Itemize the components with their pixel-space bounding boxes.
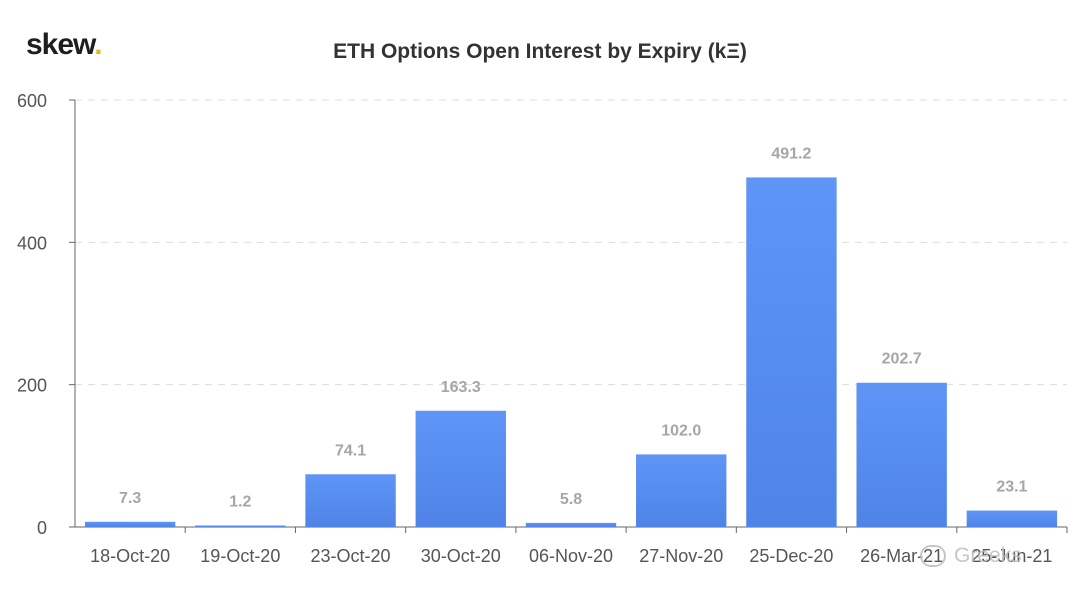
x-tick-label: 30-Oct-20 xyxy=(421,546,501,566)
data-label: 202.7 xyxy=(882,351,922,368)
y-axis-ticks: 0 200 400 600 xyxy=(17,91,75,538)
data-labels: 7.3 1.2 74.1 163.3 5.8 102.0 491.2 202.7 23.1 xyxy=(119,145,1028,510)
y-tick-label: 200 xyxy=(17,376,47,396)
bar xyxy=(84,521,176,527)
data-label: 23.1 xyxy=(996,479,1027,496)
y-tick-label: 400 xyxy=(17,233,47,253)
wechat-icon xyxy=(920,545,946,568)
data-label: 1.2 xyxy=(229,494,251,511)
data-label: 7.3 xyxy=(119,490,141,507)
data-label: 5.8 xyxy=(560,491,582,508)
x-tick-label: 25-Dec-20 xyxy=(749,546,833,566)
x-tick-label: 23-Oct-20 xyxy=(311,546,391,566)
bar xyxy=(636,454,727,527)
x-tick-label: 27-Nov-20 xyxy=(639,546,723,566)
data-label: 163.3 xyxy=(441,379,481,396)
bar xyxy=(195,525,286,527)
brand-text: skew xyxy=(26,28,95,61)
x-tick-label: 25-Jun-21 xyxy=(971,546,1052,566)
bar xyxy=(525,522,617,527)
chart-title: ETH Options Open Interest by Expiry (kΞ) xyxy=(333,40,747,63)
watermark: Greeks xyxy=(920,544,1022,568)
x-tick-label: 19-Oct-20 xyxy=(200,546,280,566)
skew-logo: skew. xyxy=(26,28,103,62)
y-tick-label: 600 xyxy=(17,91,47,111)
y-tick-label: 0 xyxy=(37,518,47,538)
x-tick-label: 06-Nov-20 xyxy=(529,546,613,566)
bar xyxy=(415,410,506,527)
watermark-text: Greeks xyxy=(954,544,1022,567)
data-label: 102.0 xyxy=(661,422,701,439)
data-label: 74.1 xyxy=(335,442,366,459)
x-tick-label: 18-Oct-20 xyxy=(90,546,170,566)
x-axis-ticks: 18-Oct-20 19-Oct-20 23-Oct-20 30-Oct-20 06-N… xyxy=(90,527,1068,566)
bar xyxy=(966,510,1058,527)
bar xyxy=(746,177,837,528)
gridlines xyxy=(75,99,1067,386)
data-label: 491.2 xyxy=(771,145,811,162)
bars xyxy=(84,177,1058,528)
bar xyxy=(856,382,947,527)
bar xyxy=(305,474,396,527)
brand-dot: . xyxy=(94,28,102,61)
